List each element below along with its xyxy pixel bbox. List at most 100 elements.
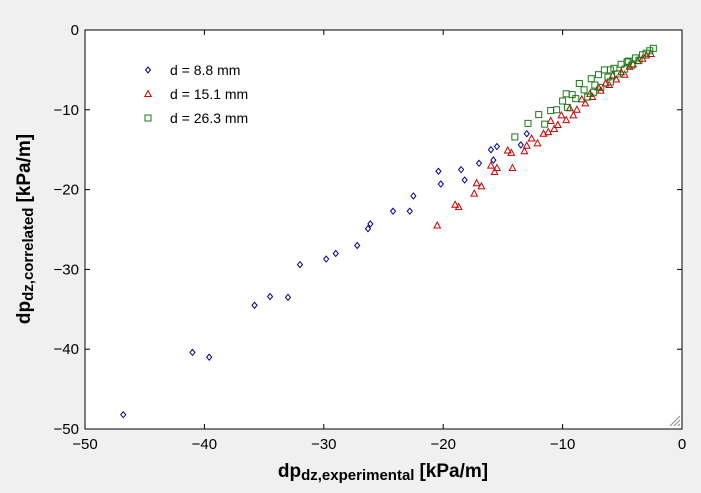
data-point: [511, 133, 519, 141]
data-point: [624, 57, 632, 65]
data-point: [492, 163, 501, 172]
y-axis-label-main: dp: [14, 301, 35, 324]
data-point: [597, 83, 605, 91]
x-tick-label: −20: [430, 436, 455, 453]
data-point: [590, 88, 598, 96]
data-point: [389, 207, 397, 215]
data-point: [493, 142, 501, 151]
data-point: [586, 89, 595, 97]
series-3: [511, 44, 657, 141]
data-point: [364, 224, 372, 233]
y-tick-label: −40: [54, 341, 79, 358]
y-tick-label: 0: [71, 22, 79, 39]
y-axis-label-unit: [kPa/m]: [14, 134, 35, 203]
data-point: [470, 189, 479, 197]
x-tick-label: −50: [72, 436, 97, 453]
data-point: [472, 178, 481, 187]
data-point: [557, 110, 566, 119]
data-point: [284, 293, 292, 302]
legend-marker: [143, 89, 153, 97]
data-point: [332, 249, 339, 258]
data-point: [594, 71, 602, 79]
data-point: [642, 50, 651, 59]
data-point: [575, 79, 583, 87]
data-point: [587, 75, 595, 83]
data-point: [524, 119, 532, 127]
data-point: [569, 110, 578, 119]
data-point: [610, 64, 618, 72]
series-1: [120, 129, 530, 419]
data-point: [581, 98, 590, 107]
data-point: [546, 116, 555, 124]
data-point: [544, 127, 553, 136]
data-point: [487, 145, 495, 154]
x-axis-label-unit: [kPa/m]: [419, 461, 488, 482]
data-point: [572, 95, 580, 103]
y-tick-label: −30: [54, 261, 79, 278]
data-point: [454, 202, 463, 211]
data-point: [642, 49, 650, 57]
data-point: [435, 167, 442, 176]
y-tick-label: −10: [54, 102, 79, 119]
data-point: [477, 181, 486, 190]
x-tick-label: 0: [678, 436, 686, 453]
data-point: [559, 97, 567, 105]
data-point: [604, 73, 612, 81]
data-point: [606, 66, 614, 74]
data-point: [266, 292, 274, 301]
data-point: [553, 106, 561, 114]
data-point: [562, 90, 570, 98]
data-point: [584, 93, 592, 101]
data-point: [535, 111, 543, 119]
data-point: [490, 156, 497, 164]
data-point: [461, 176, 468, 184]
y-tick-label: −20: [54, 182, 79, 199]
data-point: [457, 165, 465, 174]
data-point: [646, 47, 654, 55]
data-point: [635, 56, 643, 64]
x-axis-label-sub: dz,experimental: [301, 467, 414, 484]
legend-label: d = 26.3 mm: [170, 110, 248, 126]
data-point: [541, 120, 549, 128]
data-point: [437, 180, 444, 188]
data-point: [533, 138, 542, 147]
data-point: [367, 220, 374, 228]
x-tick-label: −40: [192, 436, 217, 453]
data-point: [410, 192, 417, 200]
data-point: [649, 44, 657, 52]
data-point: [527, 133, 536, 142]
data-point: [406, 207, 413, 215]
data-point: [639, 51, 647, 59]
data-point: [553, 120, 562, 128]
data-point: [606, 78, 614, 86]
data-point: [189, 348, 196, 357]
data-point: [490, 167, 499, 176]
data-point: [433, 220, 442, 229]
legend-label: d = 15.1 mm: [170, 86, 248, 102]
data-point: [620, 70, 629, 78]
data-point: [523, 129, 530, 138]
data-point: [517, 141, 524, 149]
legend: d = 8.8 mm d = 15.1 mm d = 26.3 mm: [143, 62, 248, 126]
data-points: [120, 44, 657, 419]
data-point: [507, 148, 516, 156]
data-point: [520, 146, 529, 155]
data-point: [296, 260, 304, 269]
data-point: [522, 141, 531, 149]
resize-grip-icon[interactable]: [669, 415, 681, 427]
data-point: [475, 159, 483, 168]
data-point: [623, 58, 631, 66]
data-point: [451, 200, 460, 208]
legend-marker: [144, 66, 152, 74]
data-point: [612, 74, 621, 83]
legend-marker: [144, 114, 152, 122]
data-point: [572, 105, 581, 113]
data-point: [251, 301, 258, 310]
data-point: [580, 86, 588, 94]
data-point: [577, 94, 586, 103]
x-axis-label-main: dp: [278, 461, 301, 482]
data-point: [354, 241, 361, 250]
data-point: [550, 124, 559, 132]
data-point: [539, 129, 548, 137]
